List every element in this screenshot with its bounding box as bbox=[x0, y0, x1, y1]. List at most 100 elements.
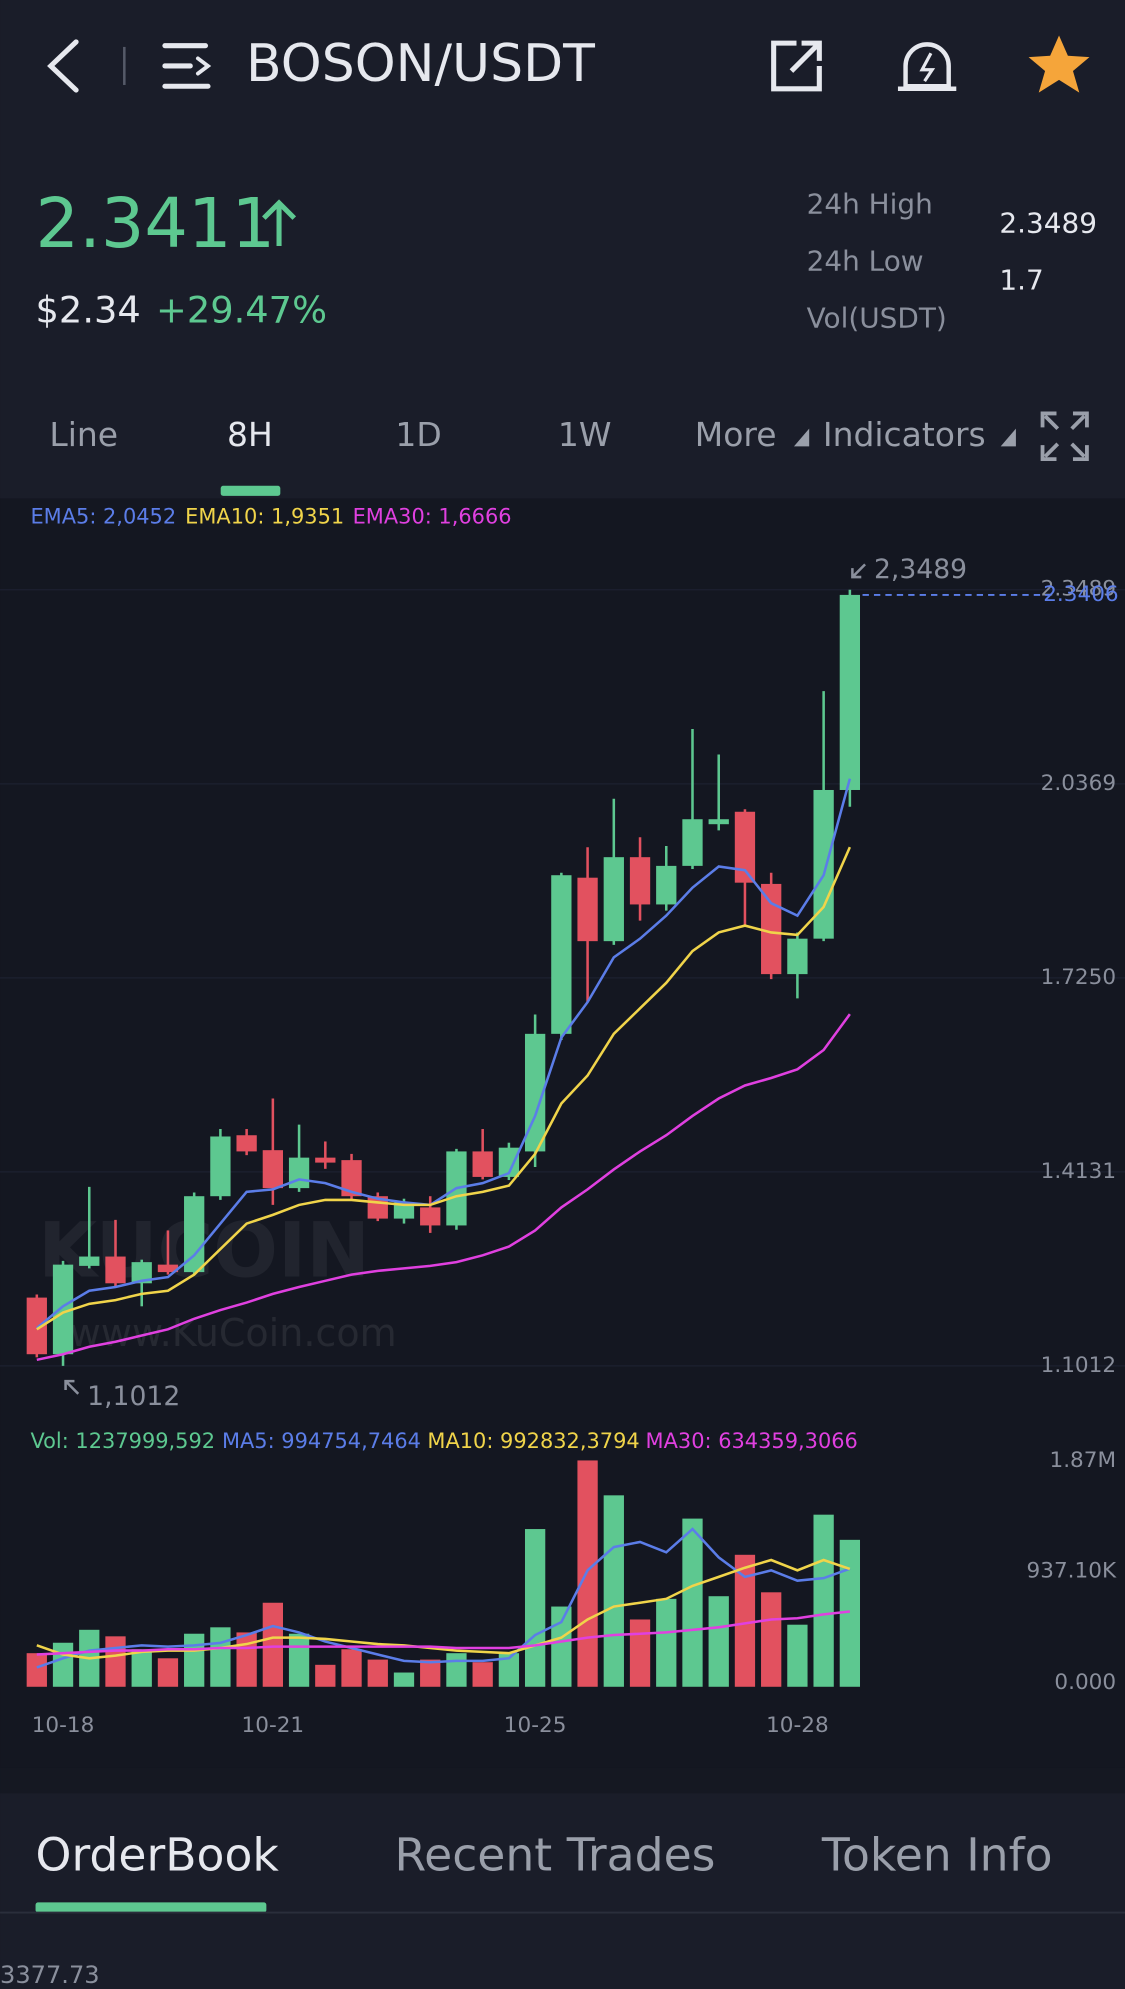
candle-body bbox=[603, 857, 624, 942]
volume-bar bbox=[813, 1514, 834, 1687]
watermark: www.KuCoin.com bbox=[70, 1311, 397, 1355]
last-price-label: 2.3406 bbox=[1043, 582, 1118, 607]
volume-bar bbox=[393, 1672, 415, 1687]
min-arrow bbox=[64, 1379, 80, 1395]
volume-bar bbox=[787, 1624, 808, 1687]
candle-body bbox=[761, 883, 782, 975]
volume-bar bbox=[498, 1653, 520, 1687]
min-label: 1,1012 bbox=[87, 1381, 180, 1412]
volume-bar bbox=[708, 1596, 729, 1687]
candle-body bbox=[288, 1157, 310, 1189]
volume-bar bbox=[656, 1598, 677, 1687]
volume-bar bbox=[603, 1495, 624, 1687]
candle-body bbox=[682, 819, 703, 866]
stat-value: 2.3489 bbox=[999, 206, 1097, 239]
candle-body bbox=[236, 1135, 257, 1152]
alert-button[interactable] bbox=[897, 42, 957, 91]
volume-bar bbox=[472, 1662, 493, 1687]
chart-panel bbox=[0, 498, 1125, 1768]
volume-bar bbox=[52, 1642, 74, 1687]
share-button[interactable] bbox=[771, 40, 822, 92]
volume-bar bbox=[315, 1664, 336, 1687]
pair-title: BOSON/USDT bbox=[246, 34, 595, 94]
legend-label: EMA30: 1,6666 bbox=[353, 504, 512, 528]
change-percent: +29.47% bbox=[156, 288, 327, 331]
menu-button[interactable] bbox=[162, 43, 212, 89]
candle-body bbox=[629, 857, 651, 905]
up-arrow bbox=[262, 199, 297, 247]
x-tick-label: 10-21 bbox=[242, 1713, 305, 1738]
tab[interactable]: Line bbox=[49, 415, 118, 454]
volume-bar bbox=[184, 1633, 205, 1687]
candle-body bbox=[787, 938, 808, 975]
y-tick-label: 1.7250 bbox=[1041, 965, 1116, 990]
ma-line bbox=[36, 1527, 851, 1669]
dropdown-caret bbox=[1000, 428, 1016, 447]
volume-bar bbox=[551, 1606, 572, 1687]
candle-body bbox=[708, 819, 729, 825]
legend-label: MA10: 992832,3794 bbox=[427, 1429, 639, 1453]
volume-bar bbox=[446, 1653, 467, 1687]
candle-body bbox=[262, 1150, 284, 1189]
ma-line bbox=[36, 1558, 851, 1660]
x-tick-label: 10-25 bbox=[504, 1713, 567, 1738]
candle-body bbox=[813, 789, 834, 939]
last-price: 2.3411 bbox=[36, 184, 276, 264]
candle-body bbox=[341, 1160, 362, 1197]
volume-bar bbox=[262, 1602, 284, 1687]
y-tick-label: 1.4131 bbox=[1041, 1159, 1116, 1184]
bottom-tab[interactable]: Recent Trades bbox=[394, 1828, 715, 1881]
candle-body bbox=[184, 1196, 205, 1273]
tab-dropdown[interactable]: Indicators bbox=[823, 415, 986, 454]
candle-body bbox=[393, 1202, 415, 1219]
y-tick-label: 1.87M bbox=[1050, 1448, 1117, 1473]
ema-line bbox=[35, 778, 852, 1330]
orderbook-price: 3377.73 bbox=[0, 1961, 100, 1989]
volume-bar bbox=[210, 1627, 231, 1687]
volume-bar bbox=[839, 1539, 861, 1687]
candle-body bbox=[210, 1136, 231, 1197]
x-tick-label: 10-18 bbox=[32, 1713, 95, 1738]
candle-body bbox=[157, 1264, 179, 1273]
max-label: 2,3489 bbox=[874, 554, 967, 585]
volume-bar bbox=[131, 1649, 152, 1687]
y-tick-label: 0.000 bbox=[1054, 1670, 1116, 1695]
volume-bar bbox=[157, 1658, 179, 1687]
favorite-star[interactable] bbox=[1028, 35, 1090, 93]
volume-bar bbox=[367, 1659, 388, 1687]
separator bbox=[0, 1767, 1125, 1794]
candle-body bbox=[734, 811, 756, 883]
bottom-tab-underline bbox=[35, 1902, 267, 1913]
legend-label: Vol: 1237999,592 bbox=[30, 1429, 215, 1453]
candle-body bbox=[79, 1256, 100, 1266]
max-arrow bbox=[851, 563, 866, 579]
tab-underline bbox=[220, 485, 281, 496]
back-button[interactable] bbox=[47, 39, 79, 93]
y-tick-label: 2.0369 bbox=[1041, 771, 1116, 796]
bottom-tab-active[interactable]: OrderBook bbox=[36, 1828, 280, 1881]
volume-bar bbox=[288, 1633, 310, 1687]
legend-label: EMA5: 2,0452 bbox=[30, 504, 176, 528]
candle-body bbox=[498, 1147, 520, 1177]
volume-bar bbox=[734, 1554, 756, 1687]
tab-dropdown[interactable]: More bbox=[695, 415, 777, 454]
stat-label: 24h High bbox=[807, 187, 933, 220]
candle-body bbox=[656, 865, 677, 905]
volume-bar bbox=[105, 1636, 126, 1687]
top-panel bbox=[0, 0, 1125, 499]
x-tick-label: 10-28 bbox=[766, 1713, 829, 1738]
volume-bar bbox=[577, 1460, 598, 1687]
fiat-price: $2.34 bbox=[36, 288, 141, 331]
bottom-tab[interactable]: Token Info bbox=[821, 1828, 1053, 1881]
volume-bar bbox=[629, 1619, 651, 1687]
candle-body bbox=[420, 1207, 441, 1226]
bottom-panel bbox=[0, 1767, 1125, 1989]
volume-bar bbox=[524, 1529, 546, 1687]
dropdown-caret bbox=[793, 428, 810, 447]
tab-active[interactable]: 8H bbox=[227, 415, 273, 454]
tab[interactable]: 1W bbox=[558, 415, 612, 454]
fullscreen-button[interactable] bbox=[1040, 411, 1089, 462]
tab[interactable]: 1D bbox=[395, 415, 441, 454]
